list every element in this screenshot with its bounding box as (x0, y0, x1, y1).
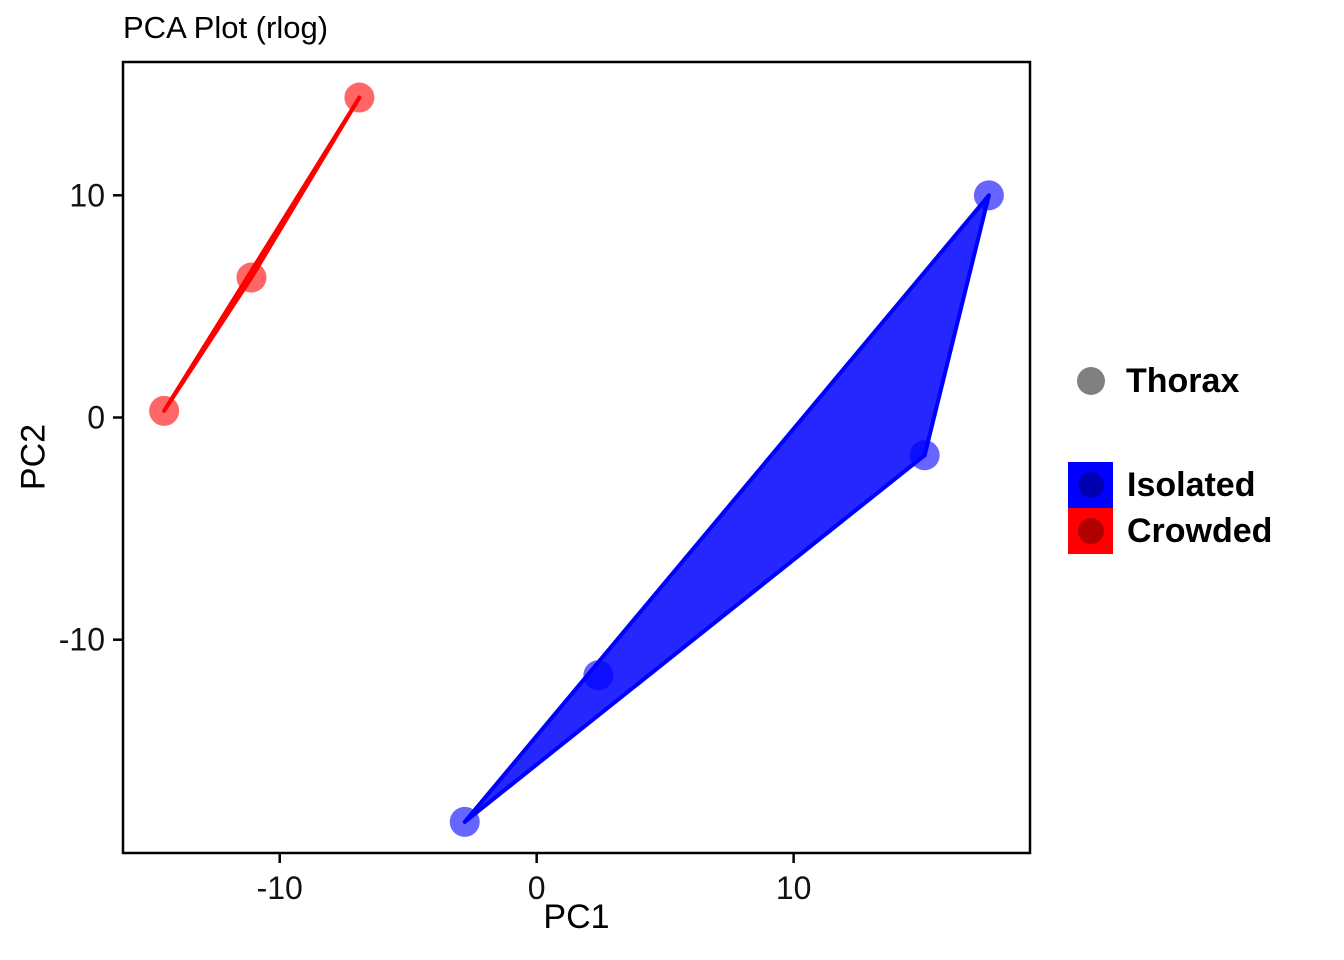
panel-border (121, 60, 1032, 855)
data-point-crowded (149, 395, 180, 426)
data-point-crowded (236, 262, 267, 293)
y-tick-label: 0 (87, 400, 105, 436)
x-tick-label: 10 (776, 870, 812, 906)
hull-polygon-isolated (462, 193, 991, 824)
data-point-isolated (909, 440, 940, 471)
crowded-key-icon (1068, 508, 1113, 554)
data-point-isolated (449, 806, 480, 837)
y-axis-title: PC2 (14, 423, 53, 491)
data-point-isolated (973, 180, 1004, 211)
thorax-point-icon (1077, 367, 1105, 395)
y-tick-label: -10 (59, 622, 105, 658)
x-tick-label: -10 (257, 870, 303, 906)
data-point-crowded (344, 82, 375, 113)
x-axis-title: PC1 (543, 898, 610, 936)
hull-polygon-crowded (162, 95, 362, 413)
crowded-key-dot-icon (1077, 518, 1104, 544)
chart-title: PCA Plot (rlog) (123, 10, 329, 45)
y-tick-label: 10 (69, 177, 105, 213)
isolated-key-dot-icon (1077, 472, 1104, 498)
legend-entry-isolated: Isolated (1068, 462, 1272, 508)
legend-entry-crowded: Crowded (1068, 508, 1272, 554)
x-tick-label: 0 (528, 870, 546, 906)
legend: Thorax Isolated Crowded (1068, 358, 1272, 554)
legend-label-isolated: Isolated (1127, 465, 1256, 504)
data-point-isolated (583, 660, 614, 691)
legend-label-crowded: Crowded (1127, 511, 1273, 550)
legend-label-thorax: Thorax (1126, 361, 1240, 400)
legend-entry-thorax: Thorax (1068, 358, 1272, 404)
isolated-key-icon (1068, 462, 1113, 508)
